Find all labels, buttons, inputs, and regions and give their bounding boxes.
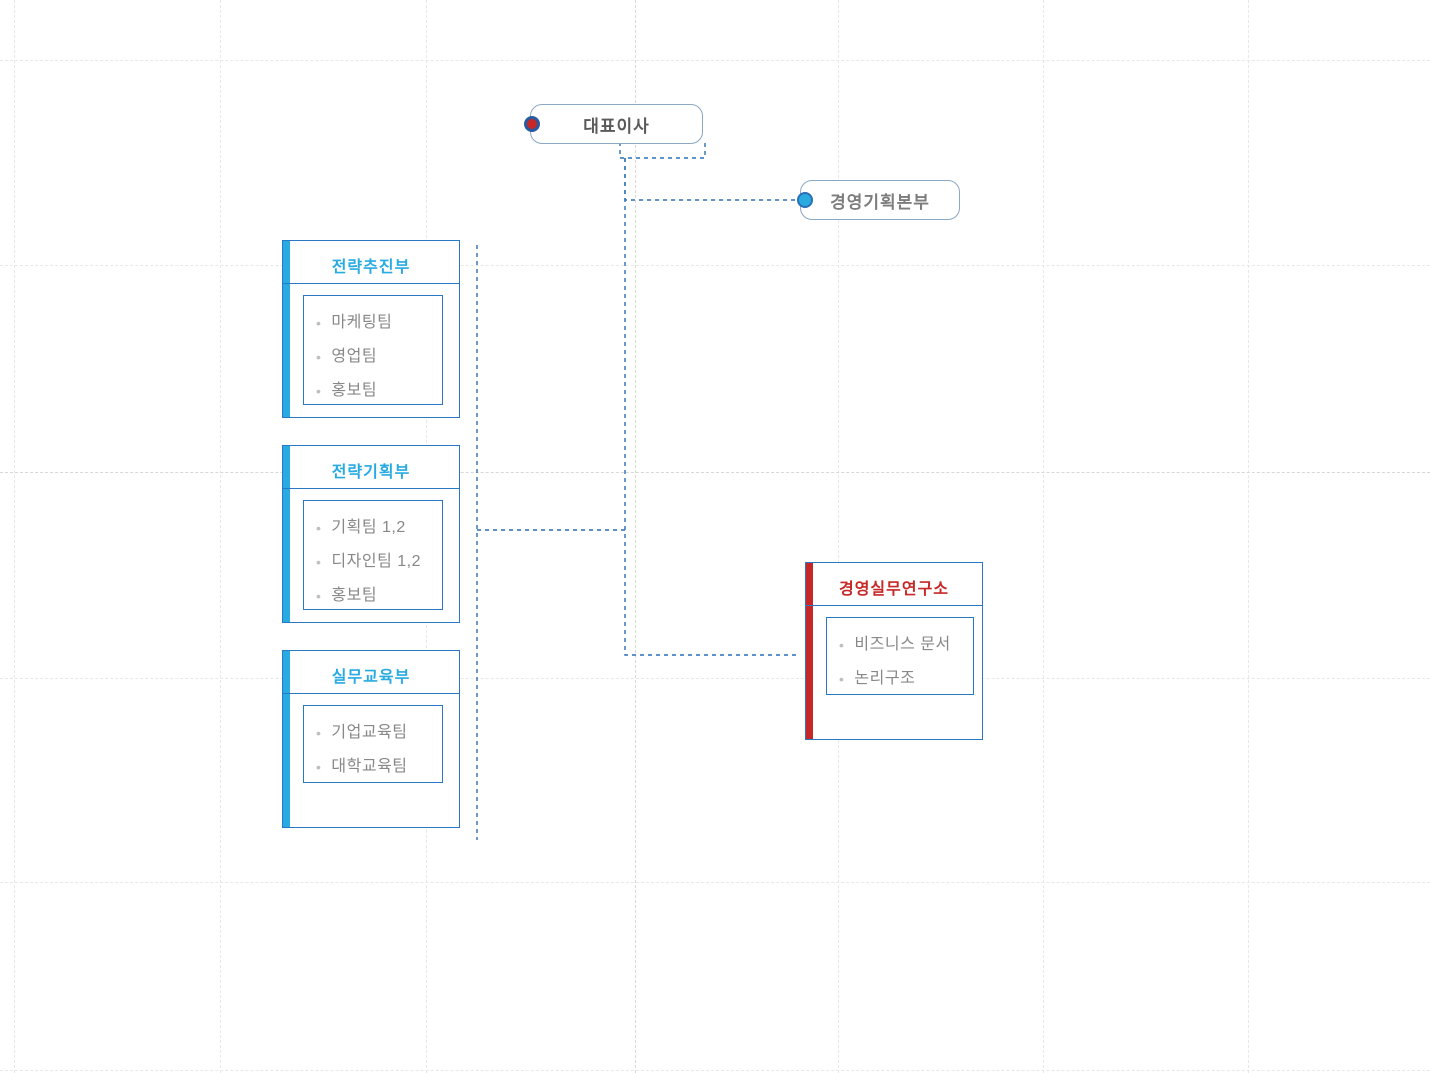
card-item: 마케팅팀: [316, 306, 442, 340]
card-items-box: 비즈니스 문서논리구조: [826, 617, 974, 695]
card-item: 기업교육팀: [316, 716, 442, 750]
card-title: 실무교육부: [283, 663, 459, 687]
card-item: 기획팀 1,2: [316, 511, 442, 545]
card-practical-education[interactable]: 실무교육부 기업교육팀대학교육팀: [282, 650, 460, 828]
node-ceo[interactable]: 대표이사: [530, 104, 703, 144]
card-title: 경영실무연구소: [806, 575, 982, 599]
card-strategy-planning[interactable]: 전략기획부 기획팀 1,2디자인팀 1,2홍보팀: [282, 445, 460, 623]
card-strategy-promotion[interactable]: 전략추진부 마케팅팀영업팀홍보팀: [282, 240, 460, 418]
diagram-canvas: 대표이사 경영기획본부 전략추진부 마케팅팀영업팀홍보팀 전략기획부 기획팀 1…: [0, 0, 1430, 1073]
node-ceo-label: 대표이사: [583, 112, 650, 137]
background-grid: [0, 0, 1430, 1073]
card-divider: [806, 605, 982, 606]
card-items-box: 마케팅팀영업팀홍보팀: [303, 295, 443, 405]
card-items-box: 기획팀 1,2디자인팀 1,2홍보팀: [303, 500, 443, 610]
card-item: 디자인팀 1,2: [316, 545, 442, 579]
card-item: 대학교육팀: [316, 750, 442, 784]
card-item: 영업팀: [316, 340, 442, 374]
card-item: 홍보팀: [316, 579, 442, 613]
node-management-planning-label: 경영기획본부: [830, 188, 930, 213]
card-management-research[interactable]: 경영실무연구소 비즈니스 문서논리구조: [805, 562, 983, 740]
card-item: 비즈니스 문서: [839, 628, 973, 662]
card-title: 전략추진부: [283, 253, 459, 277]
card-item: 홍보팀: [316, 374, 442, 408]
card-title: 전략기획부: [283, 458, 459, 482]
connector-lines: [0, 0, 1430, 1073]
node-ceo-dot-icon: [524, 116, 540, 132]
node-management-planning-dot-icon: [797, 192, 813, 208]
card-item: 논리구조: [839, 662, 973, 696]
card-items-box: 기업교육팀대학교육팀: [303, 705, 443, 783]
card-divider: [283, 693, 459, 694]
node-management-planning[interactable]: 경영기획본부: [800, 180, 960, 220]
card-divider: [283, 283, 459, 284]
card-divider: [283, 488, 459, 489]
